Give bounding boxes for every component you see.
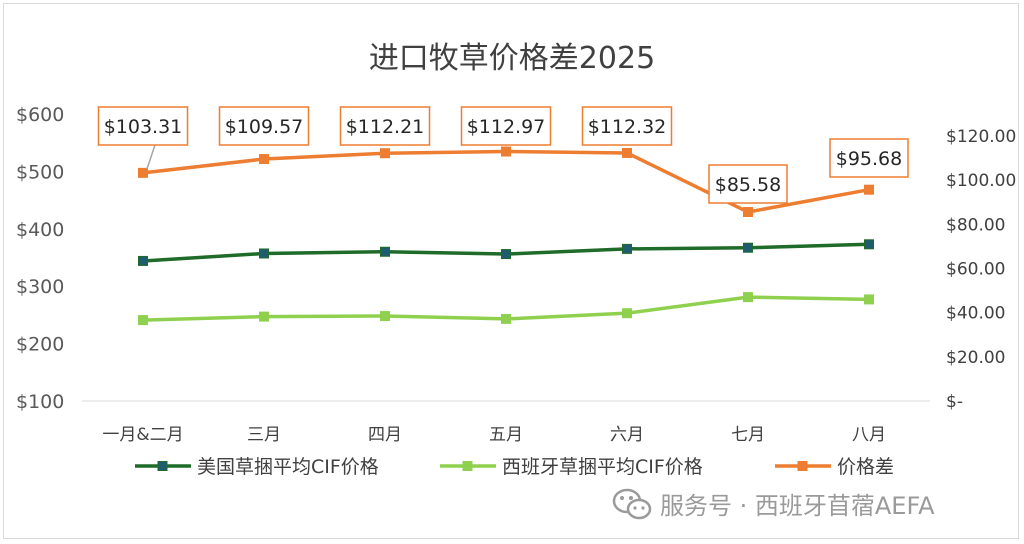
y-right-tick: $100.00 [946,171,1016,191]
x-tick-label: 八月 [852,425,886,445]
data-label-box [218,106,310,146]
data-label-box [97,106,189,146]
x-tick-label: 七月 [731,425,765,445]
watermark: 服务号 · 西班牙苜蓿AEFA [612,486,935,521]
data-point [380,246,390,257]
legend-label: 价格差 [837,456,894,478]
y-left-tick: $600 [16,104,64,126]
y-left-tick: $100 [16,391,64,413]
y-right-tick: $80.00 [946,215,1005,235]
legend-marker [157,461,168,471]
data-label: $95.68 [836,148,902,170]
legend-marker [797,461,808,471]
x-tick-label: 三月 [247,425,281,445]
data-label: $109.57 [225,116,304,138]
watermark-text: 服务号 · 西班牙苜蓿AEFA [660,492,935,520]
data-point [138,167,148,178]
y-right-tick: $60.00 [946,260,1005,280]
data-point [259,154,269,165]
y-right-tick: $- [946,392,963,412]
data-point [259,311,269,322]
data-point [138,315,148,326]
data-point [864,184,874,195]
x-tick-label: 五月 [489,425,523,445]
chart-frame [3,3,1019,539]
data-point [864,239,874,250]
data-label-box [581,106,673,146]
data-label: $112.97 [467,116,546,138]
data-point [743,242,753,253]
data-label-box [829,138,909,178]
x-tick-label: 六月 [610,425,644,445]
data-point [259,248,269,259]
y-left-tick: $200 [16,334,64,356]
data-label-box [339,106,431,146]
y-left-tick: $500 [16,161,64,183]
label-leader [146,144,156,170]
y-right-tick: $120.00 [946,127,1016,147]
data-point [501,313,511,324]
data-label: $85.58 [715,174,781,196]
data-label: $112.32 [588,116,667,138]
legend-marker [462,461,473,471]
data-point [622,308,632,319]
y-right-tick: $40.00 [946,304,1005,324]
data-point [864,294,874,305]
data-point [743,292,753,303]
data-point [743,207,753,218]
data-label-box [708,164,788,204]
data-point [380,311,390,322]
y-left-tick: $400 [16,219,64,241]
y-left-tick: $300 [16,276,64,298]
data-point [622,243,632,254]
x-tick-label: 四月 [368,425,402,445]
data-point [138,255,148,266]
y-right-tick: $20.00 [946,348,1005,368]
data-label: $103.31 [104,116,183,138]
x-tick-label: 一月&二月 [102,425,183,445]
legend-label: 西班牙草捆平均CIF价格 [502,456,703,478]
data-label: $112.21 [346,116,425,138]
data-point [501,249,511,260]
data-point [501,146,511,157]
data-label-box [460,106,552,146]
data-point [380,148,390,159]
chart-title: 进口牧草价格差2025 [369,41,655,76]
legend-label: 美国草捆平均CIF价格 [197,456,379,478]
data-point [622,147,632,158]
wechat-icon [612,488,652,519]
